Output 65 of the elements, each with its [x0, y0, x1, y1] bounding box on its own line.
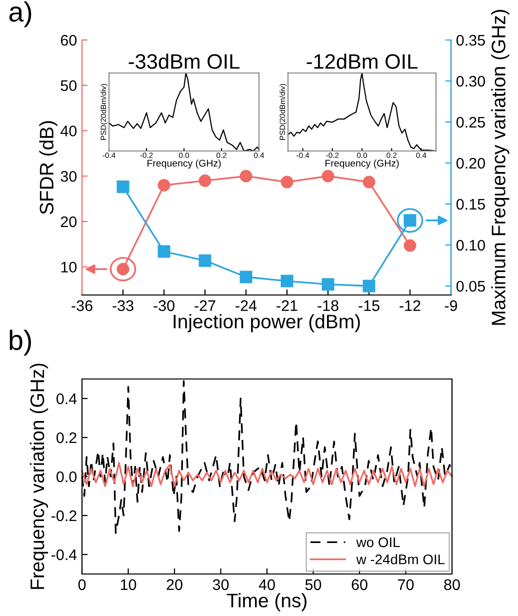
text: b) [10, 330, 31, 356]
x-tick-label: -12 [400, 300, 420, 311]
y2-tick-label: 0.20 [456, 158, 485, 169]
point [322, 170, 334, 182]
y2-tick-label: 0.05 [456, 280, 485, 292]
x-axis-title: Injection power (dBm) [174, 314, 360, 332]
y-tick-label: 20 [60, 216, 77, 228]
point [240, 170, 252, 182]
y-axis-title: SFDR (dB) [39, 121, 58, 214]
x-tick-label: -24 [236, 300, 257, 311]
y-tick-label: 0.0 [56, 471, 77, 482]
y-tick-label: 0.2 [56, 432, 76, 444]
point [198, 174, 212, 187]
point [198, 254, 212, 267]
point [362, 176, 376, 188]
x-tick-label: 20 [166, 579, 182, 590]
x-tick-label: -15 [358, 300, 380, 312]
x-axis-title: Time (ns) [226, 593, 306, 612]
y2-tick-label: 0.30 [456, 76, 485, 87]
x-tick-label: 80 [444, 579, 460, 590]
y-tick-label: 30 [60, 170, 77, 182]
y-tick-label: -0.4 [51, 549, 77, 560]
line-series [81, 462, 453, 488]
y2-axis-title: Maximum Frequency variation (GHz) [491, 10, 510, 325]
point [322, 278, 334, 291]
point [280, 274, 294, 288]
y2-tick-label: 0.35 [456, 34, 485, 46]
y-axis-title: Frequency variation (GHz) [30, 364, 48, 589]
legend-label: w -24dBm OIL [356, 554, 445, 564]
x-tick-label: 70 [398, 579, 414, 590]
x-tick-label: -27 [194, 300, 216, 311]
y-tick-label: 60 [60, 34, 77, 46]
y2-tick-label: 0.25 [456, 116, 485, 128]
x-tick-label: -18 [318, 300, 338, 312]
y-tick-label: 40 [60, 126, 77, 136]
x-tick-label: 60 [352, 579, 368, 590]
point [158, 178, 170, 192]
x-tick-label: 30 [212, 579, 229, 590]
text: a) [9, 1, 32, 28]
point [158, 245, 170, 258]
x-tick-label: -9 [444, 300, 458, 312]
point [116, 180, 130, 194]
x-tick-label: -21 [276, 300, 298, 311]
y-tick-label: 50 [60, 80, 77, 92]
y2-tick-label: 0.15 [456, 198, 485, 210]
x-axis-title: Frequency (GHz) [148, 160, 221, 169]
chart-title: -12dBm OIL [306, 54, 418, 69]
chart-title: -33dBm OIL [128, 54, 240, 69]
x-tick-label: -36 [72, 300, 92, 312]
point [362, 280, 376, 292]
x-tick-label: 0 [78, 579, 86, 590]
y-tick-label: 0.4 [56, 393, 77, 404]
x-tick-label: 50 [305, 579, 322, 590]
x-tick-label: -30 [154, 300, 174, 312]
y2-tick-label: 0.10 [456, 240, 485, 251]
x-tick-label: 10 [120, 579, 136, 590]
point [280, 176, 294, 188]
point [404, 239, 416, 252]
y-tick-label: -0.2 [51, 510, 76, 522]
point [240, 270, 252, 284]
x-tick-label: 40 [258, 579, 275, 590]
x-tick-label: -33 [112, 300, 134, 312]
x-axis-title: Frequency (GHz) [326, 160, 399, 169]
legend-label: wo OIL [356, 537, 400, 548]
y-tick-label: 10 [61, 262, 77, 273]
